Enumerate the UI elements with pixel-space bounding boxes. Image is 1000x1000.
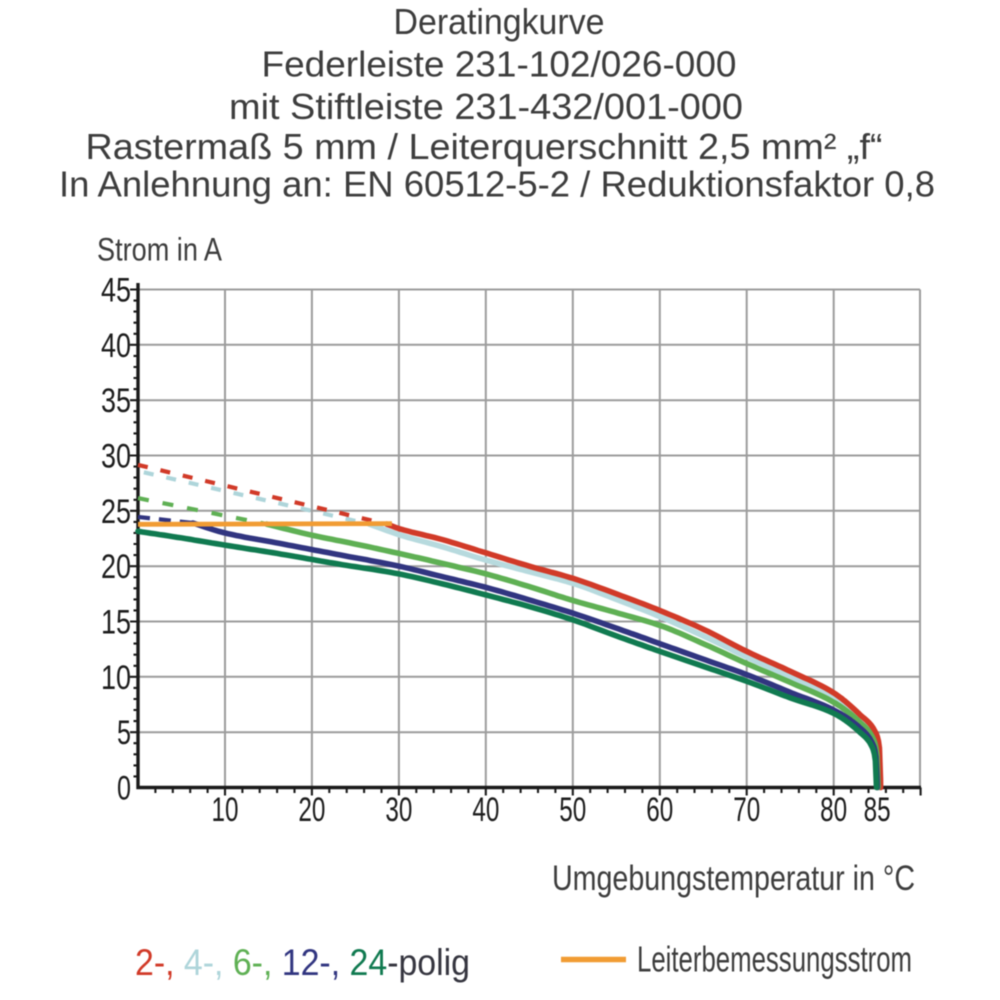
svg-text:70: 70 xyxy=(733,791,760,829)
svg-text:Umgebungstemperatur in °C: Umgebungstemperatur in °C xyxy=(552,859,915,898)
svg-text:20: 20 xyxy=(101,548,131,586)
svg-text:Strom in A: Strom in A xyxy=(97,232,223,268)
svg-text:20: 20 xyxy=(298,791,325,829)
svg-text:10: 10 xyxy=(101,659,131,697)
svg-text:85: 85 xyxy=(864,791,891,829)
svg-text:35: 35 xyxy=(101,382,131,420)
svg-text:15: 15 xyxy=(101,603,131,641)
svg-text:Leiterbemessungsstrom: Leiterbemessungsstrom xyxy=(637,939,912,980)
svg-text:25: 25 xyxy=(101,493,131,531)
svg-text:30: 30 xyxy=(101,437,131,475)
svg-text:Deratingkurve: Deratingkurve xyxy=(394,1,605,42)
svg-text:50: 50 xyxy=(559,791,586,829)
svg-text:Federleiste 231-102/026-000: Federleiste 231-102/026-000 xyxy=(262,44,737,85)
svg-text:40: 40 xyxy=(472,791,499,829)
svg-text:2-, 4-, 6-, 12-, 24-polig: 2-, 4-, 6-, 12-, 24-polig xyxy=(135,942,470,983)
svg-text:60: 60 xyxy=(646,791,673,829)
svg-text:30: 30 xyxy=(385,791,412,829)
svg-text:10: 10 xyxy=(211,791,238,829)
svg-text:40: 40 xyxy=(101,327,131,365)
svg-text:mit Stiftleiste 231-432/001-00: mit Stiftleiste 231-432/001-000 xyxy=(229,86,743,127)
svg-text:45: 45 xyxy=(101,271,131,309)
svg-text:5: 5 xyxy=(117,714,131,752)
svg-text:In Anlehnung an: EN 60512-5-2: In Anlehnung an: EN 60512-5-2 / Reduktio… xyxy=(59,164,935,205)
svg-text:Rastermaß 5 mm / Leiterquersch: Rastermaß 5 mm / Leiterquerschnitt 2,5 m… xyxy=(86,126,883,167)
svg-text:0: 0 xyxy=(117,770,131,808)
svg-text:80: 80 xyxy=(820,791,847,829)
